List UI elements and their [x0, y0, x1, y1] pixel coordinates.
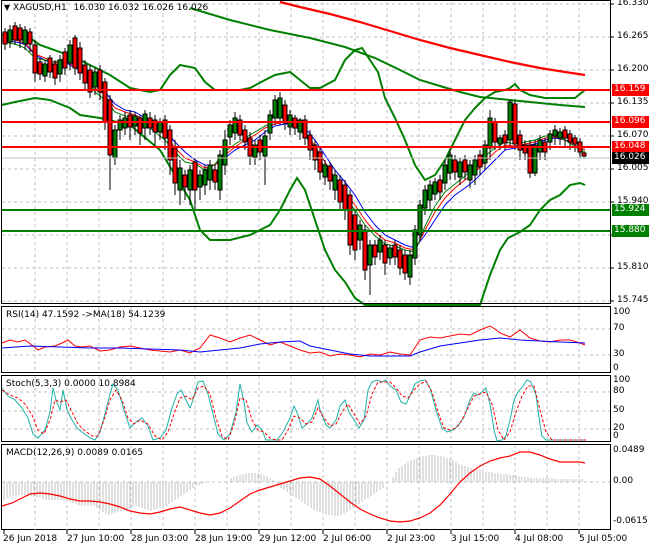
time-tick: 4 Jul 08:00: [515, 534, 564, 544]
current-price-label: 16.026: [614, 152, 646, 162]
support-level-label: 15.880: [614, 225, 646, 235]
stoch-tick: 50: [613, 405, 625, 415]
time-tick: 28 Jun 19:00: [195, 534, 253, 544]
chart-header: ▼ XAGUSD,H1 16.030 16.032 16.026 16.026: [4, 3, 208, 13]
stoch-tick: 100: [613, 375, 631, 385]
time-tick: 5 Jul 05:00: [579, 534, 628, 544]
price-tick: 15.745: [617, 295, 649, 305]
price-tick: 16.200: [617, 64, 649, 74]
time-tick: 29 Jun 12:00: [259, 534, 317, 544]
stoch-pane[interactable]: [1, 376, 610, 442]
level-tag-bg-15924: [612, 204, 649, 216]
pane-borders: [1, 0, 611, 530]
resistance-level-label: 16.159: [614, 84, 646, 94]
time-tick: 26 Jun 2018: [3, 534, 58, 544]
rsi-tick: 70: [613, 323, 625, 333]
time-tick: 3 Jul 15:00: [451, 534, 500, 544]
macd-label: MACD(12,26,9) 0.0089 0.0165: [6, 448, 144, 458]
macd-pane[interactable]: [1, 445, 610, 530]
level-tag-bg-16048: [612, 141, 649, 153]
price-tick: 16.070: [617, 130, 649, 140]
rsi-ma-line: [1, 337, 586, 357]
bollinger-lower-line: [1, 96, 586, 306]
axis-tick-marks: [3, 3, 614, 534]
macd-tick: 0.00: [613, 476, 634, 486]
price-tick: 16.135: [617, 97, 649, 107]
ohlc-values: 16.030 16.032 16.026 16.026: [73, 3, 209, 13]
level-tag-bg-15880: [612, 225, 649, 237]
support-level-label: 15.924: [614, 204, 646, 214]
level-tag-bg-16159: [612, 84, 649, 96]
symbol-title: XAGUSD,H1: [13, 3, 67, 13]
resistance-level-label: 16.048: [614, 141, 646, 151]
time-tick: 2 Jul 23:00: [387, 534, 436, 544]
price-tick: 16.005: [617, 163, 649, 173]
stoch-tick: 0: [613, 431, 619, 441]
resistance-level-label: 16.096: [614, 116, 646, 126]
time-tick: 2 Jul 06:00: [323, 534, 372, 544]
rsi-pane[interactable]: [1, 307, 610, 372]
macd-histogram: [3, 455, 583, 516]
price-pane[interactable]: [1, 0, 610, 306]
stoch-tick: 20: [613, 423, 625, 433]
stoch-label: Stoch(5,3,3) 0.0000 10.8984: [6, 379, 136, 389]
long-ma-line: [279, 0, 586, 77]
rsi-tick: 0: [613, 363, 619, 373]
price-tick: 15.810: [617, 262, 649, 272]
rsi-tick: 100: [613, 307, 631, 317]
time-tick: 28 Jun 03:00: [131, 534, 189, 544]
rsi-tick: 30: [613, 349, 625, 359]
stoch-signal-line: [1, 380, 586, 441]
macd-tick: 0.0489: [613, 445, 645, 455]
price-tick: 16.330: [617, 0, 649, 8]
current-price-tag-bg: [612, 152, 649, 164]
macd-tick: -0.0615: [613, 516, 648, 526]
price-tick: 15.940: [617, 196, 649, 206]
stoch-tick: 80: [613, 386, 625, 396]
rsi-label: RSI(14) 47.1592 ->MA(18) 54.1239: [6, 310, 166, 320]
bollinger-middle-line: [189, 7, 586, 108]
macd-signal-line: [1, 451, 586, 523]
price-tick: 16.265: [617, 31, 649, 41]
level-tag-bg-16096: [612, 116, 649, 128]
rsi-line: [1, 325, 586, 358]
dropdown-triangle-icon[interactable]: ▼: [4, 3, 11, 12]
time-tick: 27 Jun 10:00: [67, 534, 125, 544]
